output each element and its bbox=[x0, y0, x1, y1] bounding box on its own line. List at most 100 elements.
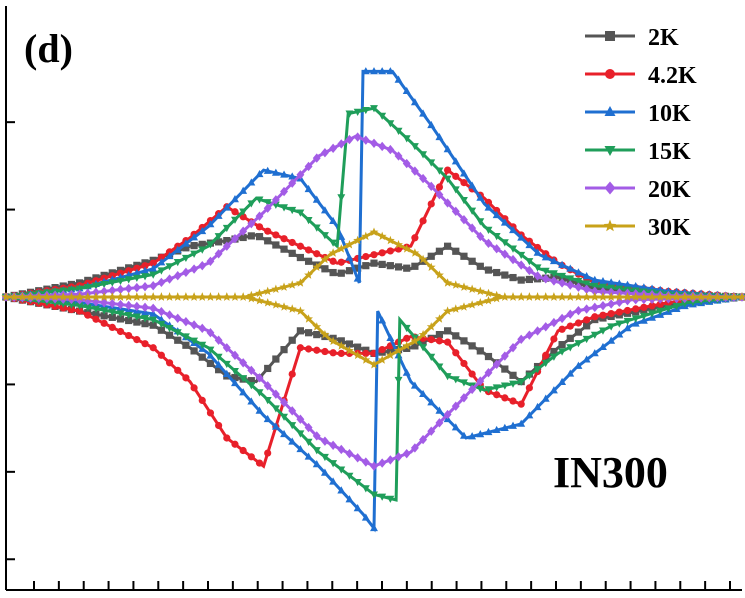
data-point bbox=[549, 386, 558, 394]
data-point bbox=[304, 314, 313, 323]
data-point bbox=[590, 275, 599, 283]
data-point bbox=[206, 292, 215, 301]
data-point bbox=[345, 345, 354, 355]
data-point bbox=[156, 292, 166, 301]
data-point bbox=[100, 286, 109, 297]
data-point bbox=[116, 315, 125, 323]
data-point bbox=[533, 264, 542, 272]
data-point bbox=[280, 170, 289, 178]
data-point bbox=[304, 422, 313, 433]
data-point bbox=[312, 195, 321, 203]
data-point bbox=[599, 342, 607, 351]
data-point bbox=[345, 472, 354, 480]
data-point bbox=[141, 302, 149, 313]
data-point bbox=[623, 317, 632, 326]
data-point bbox=[263, 381, 272, 391]
data-point bbox=[468, 342, 476, 350]
data-point bbox=[558, 325, 566, 333]
data-point bbox=[476, 430, 485, 438]
data-point bbox=[288, 422, 297, 430]
data-point bbox=[42, 292, 52, 301]
data-point bbox=[459, 169, 468, 177]
data-point bbox=[83, 304, 92, 312]
data-point bbox=[296, 344, 304, 352]
data-point bbox=[149, 316, 158, 324]
data-point bbox=[370, 105, 378, 113]
data-point bbox=[598, 292, 608, 301]
data-point bbox=[206, 409, 215, 417]
data-point bbox=[468, 432, 477, 440]
data-point bbox=[320, 468, 329, 476]
data-point bbox=[394, 376, 403, 385]
legend-label: 10K bbox=[648, 101, 691, 127]
data-point bbox=[517, 233, 526, 241]
data-point bbox=[411, 234, 419, 242]
data-point bbox=[165, 274, 174, 284]
data-point bbox=[295, 306, 305, 315]
data-point bbox=[493, 268, 501, 277]
data-point bbox=[263, 298, 273, 307]
data-point bbox=[271, 422, 280, 430]
data-point bbox=[247, 232, 255, 240]
data-point bbox=[484, 203, 493, 211]
data-point bbox=[435, 406, 444, 414]
data-point bbox=[255, 211, 264, 221]
data-point bbox=[231, 350, 239, 360]
data-point bbox=[451, 206, 460, 217]
data-point bbox=[231, 440, 239, 448]
data-point bbox=[427, 181, 436, 191]
data-point bbox=[574, 328, 583, 336]
data-point bbox=[427, 336, 435, 344]
data-point bbox=[549, 292, 559, 301]
data-point bbox=[386, 262, 394, 270]
data-point bbox=[459, 379, 468, 387]
data-point bbox=[141, 273, 149, 281]
data-point bbox=[288, 249, 296, 257]
data-point bbox=[157, 351, 165, 359]
data-point bbox=[149, 344, 157, 352]
data-point bbox=[607, 299, 616, 309]
data-point bbox=[345, 267, 354, 275]
data-point bbox=[648, 310, 657, 318]
data-point bbox=[288, 406, 297, 416]
data-point bbox=[525, 330, 534, 340]
data-point bbox=[345, 495, 354, 503]
data-point bbox=[215, 421, 223, 430]
data-point bbox=[403, 334, 411, 342]
data-point bbox=[410, 98, 419, 106]
data-point bbox=[214, 335, 223, 345]
data-point bbox=[435, 363, 444, 371]
data-point bbox=[116, 284, 125, 295]
data-point bbox=[75, 295, 84, 305]
data-point bbox=[583, 316, 591, 324]
data-point bbox=[647, 292, 657, 301]
data-point bbox=[239, 226, 248, 236]
data-point bbox=[124, 311, 133, 320]
data-point bbox=[91, 287, 100, 297]
data-point bbox=[451, 157, 460, 165]
data-point bbox=[337, 466, 346, 474]
data-point bbox=[492, 293, 502, 303]
data-point bbox=[50, 292, 60, 301]
data-point bbox=[345, 253, 354, 261]
data-point bbox=[141, 262, 149, 270]
data-point bbox=[688, 292, 698, 301]
data-point bbox=[132, 268, 141, 277]
data-point bbox=[525, 411, 534, 419]
data-point bbox=[460, 337, 468, 345]
data-point bbox=[550, 347, 558, 356]
legend-label: 20K bbox=[648, 177, 691, 203]
data-point bbox=[386, 67, 395, 75]
data-point bbox=[509, 397, 517, 405]
data-point bbox=[566, 264, 575, 272]
data-point bbox=[386, 120, 395, 128]
data-point bbox=[418, 254, 428, 264]
data-point bbox=[125, 267, 133, 275]
data-point bbox=[394, 345, 403, 355]
data-point bbox=[353, 108, 362, 116]
data-point bbox=[263, 203, 272, 213]
data-point bbox=[533, 271, 542, 281]
data-point bbox=[271, 284, 281, 293]
data-point bbox=[99, 292, 109, 301]
data-point bbox=[296, 253, 304, 262]
